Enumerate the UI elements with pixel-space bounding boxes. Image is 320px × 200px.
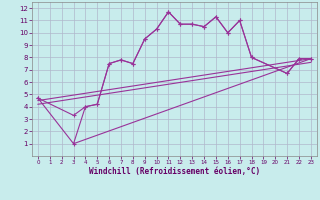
X-axis label: Windchill (Refroidissement éolien,°C): Windchill (Refroidissement éolien,°C) (89, 167, 260, 176)
